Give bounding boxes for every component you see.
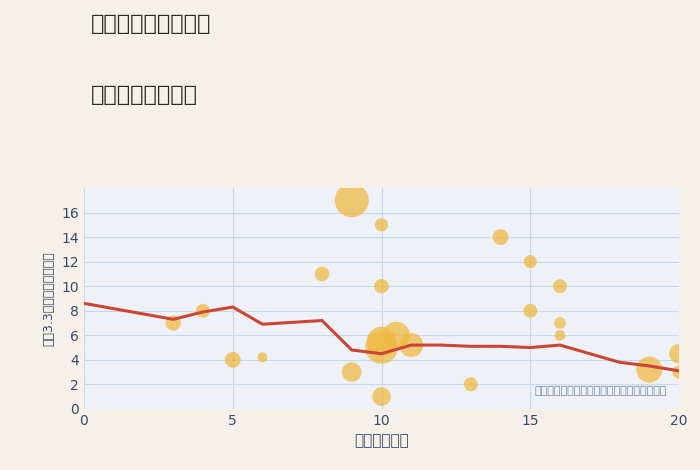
Point [168,319,179,327]
Point [227,356,238,364]
Y-axis label: 坪（3.3㎡）単価（万円）: 坪（3.3㎡）単価（万円） [43,251,56,346]
Point [554,282,566,290]
Point [673,350,685,357]
Point [554,331,566,339]
Point [376,282,387,290]
X-axis label: 駅距離（分）: 駅距離（分） [354,433,409,448]
Text: 駅距離別土地価格: 駅距離別土地価格 [91,85,198,105]
Text: 三重県伊賀市千戸の: 三重県伊賀市千戸の [91,14,211,34]
Point [391,331,402,339]
Point [406,341,417,349]
Point [197,307,209,314]
Point [376,344,387,351]
Point [257,353,268,361]
Point [465,381,476,388]
Point [554,319,566,327]
Point [346,196,357,204]
Point [525,258,536,266]
Point [525,307,536,314]
Point [376,221,387,228]
Text: 円の大きさは、取引のあった物件面積を示す: 円の大きさは、取引のあった物件面積を示す [535,386,667,396]
Point [495,233,506,241]
Point [644,366,655,373]
Point [376,393,387,400]
Point [673,368,685,376]
Point [346,368,357,376]
Point [316,270,328,278]
Point [376,337,387,345]
